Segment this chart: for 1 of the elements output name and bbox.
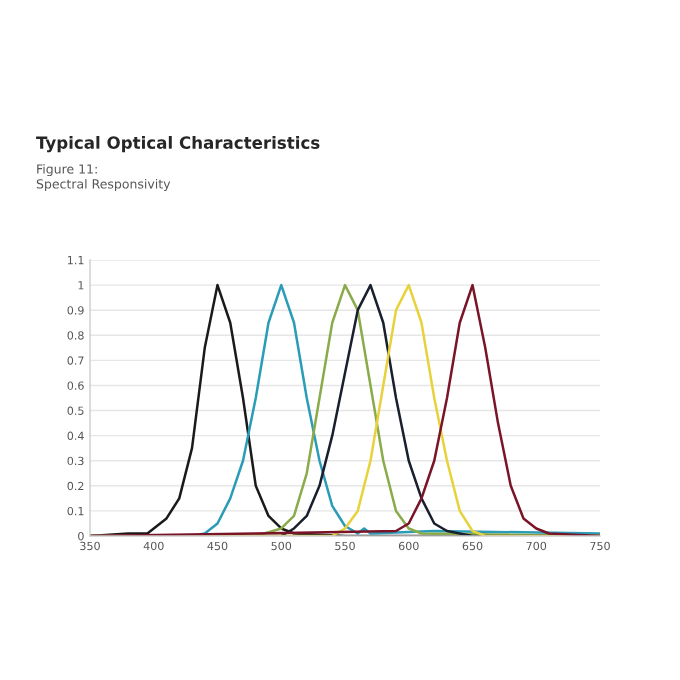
chart-title: Typical Optical Characteristics [36,136,320,153]
